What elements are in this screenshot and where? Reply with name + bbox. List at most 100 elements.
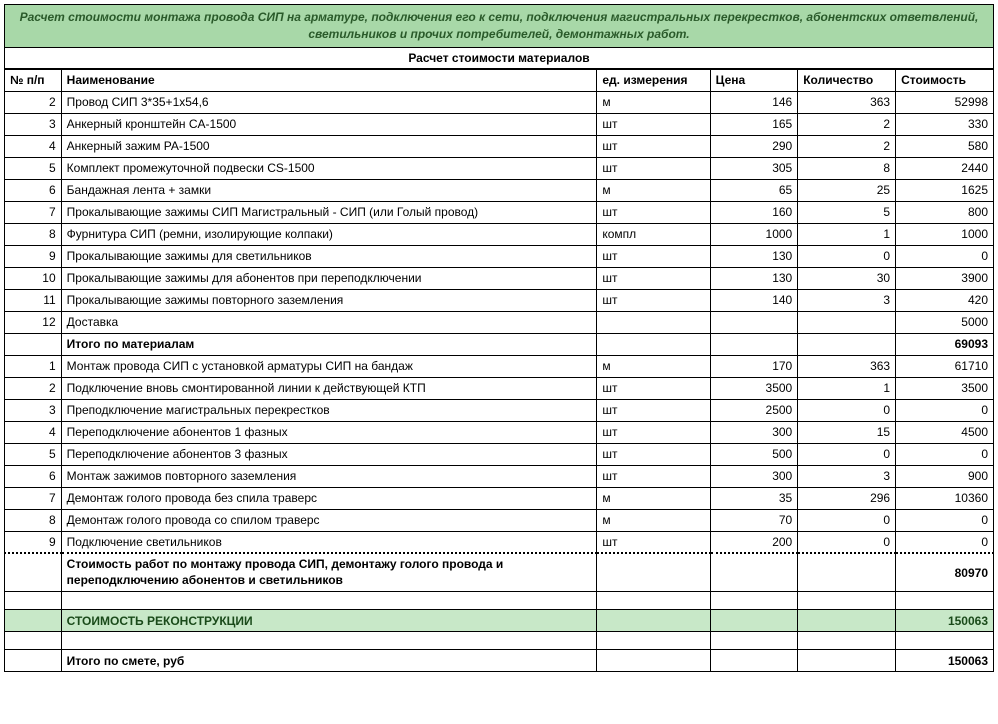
- cell-price: 65: [710, 179, 798, 201]
- cell-name: Монтаж провода СИП с установкой арматуры…: [61, 355, 597, 377]
- cell-num: 3: [5, 113, 62, 135]
- cell-price: 146: [710, 91, 798, 113]
- materials-subtotal-row: Итого по материалам 69093: [5, 333, 994, 355]
- cell-num: 8: [5, 509, 62, 531]
- table-row: 5 Комплект промежуточной подвески CS-150…: [5, 157, 994, 179]
- cell-price: 2500: [710, 399, 798, 421]
- grand-total-row: СТОИМОСТЬ РЕКОНСТРУКЦИИ 150063: [5, 610, 994, 632]
- table-row: 6 Монтаж зажимов повторного заземления ш…: [5, 465, 994, 487]
- cell-qty: 1: [798, 223, 896, 245]
- table-row: 6 Бандажная лента + замки м 65 25 1625: [5, 179, 994, 201]
- page-title: Расчет стоимости монтажа провода СИП на …: [4, 4, 994, 48]
- table-header-row: № п/п Наименование ед. измерения Цена Ко…: [5, 69, 994, 91]
- table-row: 11 Прокалывающие зажимы повторного зазем…: [5, 289, 994, 311]
- grand-cost: 150063: [896, 610, 994, 632]
- cell-num: 1: [5, 355, 62, 377]
- cell-cost: 4500: [896, 421, 994, 443]
- cell-cost: 580: [896, 135, 994, 157]
- cell-name: Прокалывающие зажимы для абонентов при п…: [61, 267, 597, 289]
- col-header-name: Наименование: [61, 69, 597, 91]
- cell-unit: шт: [597, 399, 710, 421]
- cell-unit: м: [597, 355, 710, 377]
- gap-row: [5, 632, 994, 650]
- cell-cost: 420: [896, 289, 994, 311]
- cell-cost: 1625: [896, 179, 994, 201]
- cell-name: Провод СИП 3*35+1x54,6: [61, 91, 597, 113]
- cell-unit: шт: [597, 157, 710, 179]
- cell-price: 290: [710, 135, 798, 157]
- cell-num: 5: [5, 443, 62, 465]
- grand-label: СТОИМОСТЬ РЕКОНСТРУКЦИИ: [61, 610, 597, 632]
- cell-unit: м: [597, 487, 710, 509]
- table-row: 2 Провод СИП 3*35+1x54,6 м 146 363 52998: [5, 91, 994, 113]
- cell-price: 300: [710, 421, 798, 443]
- cell-price: 130: [710, 267, 798, 289]
- cell-qty: 25: [798, 179, 896, 201]
- cell-num: 8: [5, 223, 62, 245]
- cell-unit: шт: [597, 245, 710, 267]
- col-header-unit: ед. измерения: [597, 69, 710, 91]
- cell-qty: 30: [798, 267, 896, 289]
- cell-cost: 5000: [896, 311, 994, 333]
- cell-name: Бандажная лента + замки: [61, 179, 597, 201]
- cell-cost: 2440: [896, 157, 994, 179]
- cell-name: Демонтаж голого провода без спила травер…: [61, 487, 597, 509]
- table-row: 7 Прокалывающие зажимы СИП Магистральный…: [5, 201, 994, 223]
- cell-name: Анкерный зажим PA-1500: [61, 135, 597, 157]
- cell-num: 9: [5, 531, 62, 553]
- cell-num: [5, 333, 62, 355]
- table-row: 2 Подключение вновь смонтированной линии…: [5, 377, 994, 399]
- cell-cost: 52998: [896, 91, 994, 113]
- cell-cost: 61710: [896, 355, 994, 377]
- cell-qty: 363: [798, 91, 896, 113]
- cell-unit: шт: [597, 465, 710, 487]
- cell-unit: шт: [597, 443, 710, 465]
- cell-name: Подключение вновь смонтированной линии к…: [61, 377, 597, 399]
- cell-name: Комплект промежуточной подвески CS-1500: [61, 157, 597, 179]
- cell-qty: 1: [798, 377, 896, 399]
- final-label: Итого по смете, руб: [61, 650, 597, 672]
- table-row: 10 Прокалывающие зажимы для абонентов пр…: [5, 267, 994, 289]
- section-subtitle: Расчет стоимости материалов: [4, 48, 994, 69]
- cell-qty: 3: [798, 465, 896, 487]
- cell-name: Подключение светильников: [61, 531, 597, 553]
- cell-qty: [798, 311, 896, 333]
- table-row: 9 Прокалывающие зажимы для светильников …: [5, 245, 994, 267]
- cell-cost: 0: [896, 443, 994, 465]
- cell-name: Фурнитура СИП (ремни, изолирующие колпак…: [61, 223, 597, 245]
- cell-unit: шт: [597, 113, 710, 135]
- cell-price: 165: [710, 113, 798, 135]
- table-row: 8 Демонтаж голого провода со спилом трав…: [5, 509, 994, 531]
- subtotal-cost: 69093: [896, 333, 994, 355]
- cell-unit: шт: [597, 289, 710, 311]
- cell-num: 10: [5, 267, 62, 289]
- cell-cost: 330: [896, 113, 994, 135]
- cell-qty: 2: [798, 135, 896, 157]
- cell-unit: м: [597, 91, 710, 113]
- cell-unit: шт: [597, 267, 710, 289]
- cell-cost: 3900: [896, 267, 994, 289]
- cell-qty: 5: [798, 201, 896, 223]
- cell-price: 140: [710, 289, 798, 311]
- cell-qty: 15: [798, 421, 896, 443]
- cell-unit: м: [597, 179, 710, 201]
- cell-num: 6: [5, 179, 62, 201]
- cell-num: 3: [5, 399, 62, 421]
- cell-num: 4: [5, 135, 62, 157]
- table-row: 4 Переподключение абонентов 1 фазных шт …: [5, 421, 994, 443]
- cell-name: Прокалывающие зажимы СИП Магистральный -…: [61, 201, 597, 223]
- cell-unit: м: [597, 509, 710, 531]
- cell-name: Анкерный кронштейн CA-1500: [61, 113, 597, 135]
- cell-price: 130: [710, 245, 798, 267]
- cell-cost: 0: [896, 399, 994, 421]
- cell-price: 200: [710, 531, 798, 553]
- col-header-qty: Количество: [798, 69, 896, 91]
- cell-num: 4: [5, 421, 62, 443]
- cell-price: 160: [710, 201, 798, 223]
- cell-price: 70: [710, 509, 798, 531]
- table-row: 3 Анкерный кронштейн CA-1500 шт 165 2 33…: [5, 113, 994, 135]
- cell-unit: компл: [597, 223, 710, 245]
- cell-price: 170: [710, 355, 798, 377]
- cell-cost: 3500: [896, 377, 994, 399]
- works-subtotal-row: Стоимость работ по монтажу провода СИП, …: [5, 553, 994, 592]
